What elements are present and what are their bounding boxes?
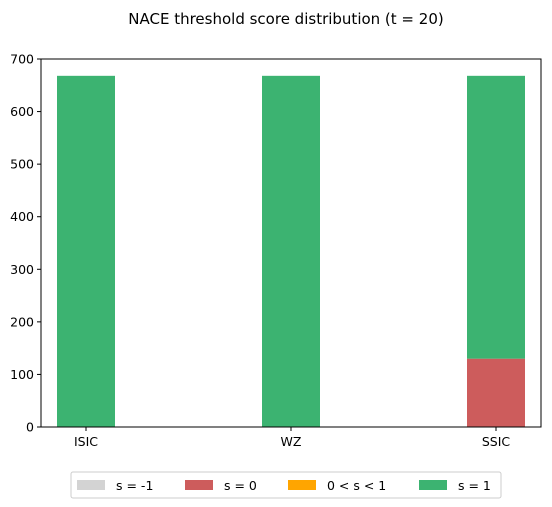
y-axis: 0 100 200 300 400 500 600 700 [10,52,41,435]
legend-label: s = 1 [458,478,491,493]
legend-frame [70,471,502,499]
y-tick-label: 100 [10,367,34,382]
legend-swatch [419,480,447,490]
x-axis: ISIC WZ SSIC [74,427,510,449]
bar-isic-series-3 [57,75,115,427]
legend-swatch [288,480,316,490]
x-tick-label: SSIC [482,434,511,449]
y-tick-label: 400 [10,209,34,224]
x-tick-label: ISIC [74,434,98,449]
y-tick-label: 500 [10,157,34,172]
bar-ssic-series-3 [467,75,525,359]
legend: s = -1 s = 0 0 < s < 1 s = 1 [70,471,502,499]
y-tick-label: 300 [10,262,34,277]
y-tick-label: 700 [10,52,34,67]
legend-label: s = -1 [116,478,153,493]
legend-swatch [77,480,105,490]
y-tick-label: 0 [26,420,34,435]
bar-ssic-series-1 [467,358,525,427]
y-tick-label: 600 [10,104,34,119]
legend-swatch [185,480,213,490]
bars [57,75,525,427]
chart-title: NACE threshold score distribution (t = 2… [128,10,443,28]
legend-label: s = 0 [224,478,257,493]
x-tick-label: WZ [281,434,302,449]
legend-label: 0 < s < 1 [327,478,386,493]
y-tick-label: 200 [10,314,34,329]
bar-wz-series-3 [262,75,320,427]
